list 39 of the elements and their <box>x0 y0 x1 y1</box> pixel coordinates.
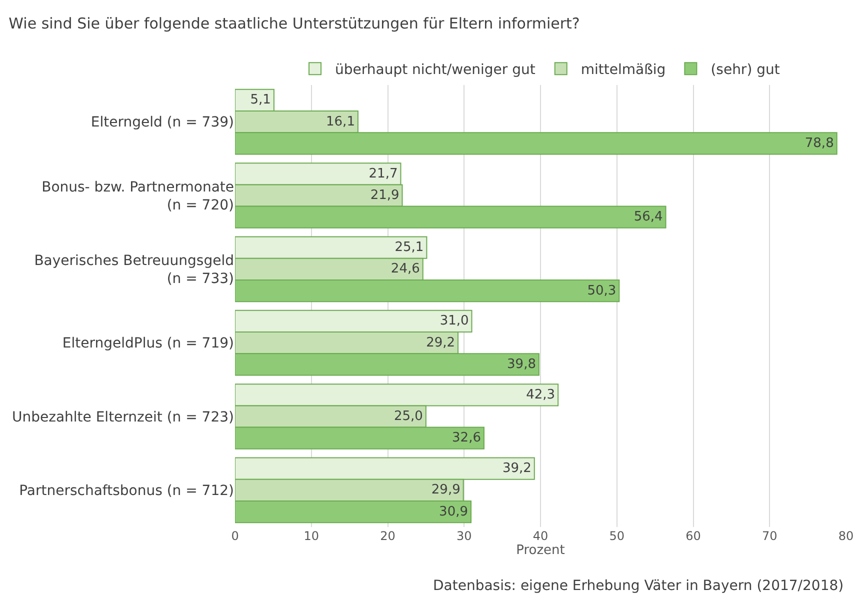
legend-label: mittelmäßig <box>580 62 666 78</box>
data-label: 50,3 <box>587 283 616 298</box>
x-tick-label: 40 <box>532 529 548 543</box>
y-tick-label: Elterngeld (n = 739) <box>90 114 234 131</box>
text: Datenbasis: eigene Erhebung Väter in Bayern (2017/2018) <box>433 578 844 594</box>
data-label: 32,6 <box>452 430 481 446</box>
x-axis-title: Prozent <box>516 543 565 558</box>
data-label: 78,8 <box>804 136 834 151</box>
x-tick-label: 30 <box>456 529 472 543</box>
data-label: 21,9 <box>370 188 400 203</box>
data-label: 29,2 <box>426 335 456 350</box>
data-label: 42,3 <box>526 387 556 402</box>
data-label: 56,4 <box>634 210 663 225</box>
data-label: 24,6 <box>390 262 420 277</box>
data-label: 29,9 <box>431 482 460 498</box>
data-label: 25,0 <box>394 409 423 424</box>
data-label: 39,2 <box>502 461 532 476</box>
y-tick-label: Bayerisches Betreuungsgeld (n = 733) <box>34 252 234 288</box>
legend-label: überhaupt nicht/weniger gut <box>335 62 536 78</box>
data-label: 21,7 <box>368 166 398 182</box>
x-tick-label: 70 <box>762 529 778 543</box>
data-label: 39,8 <box>507 356 536 372</box>
x-tick-label: 0 <box>231 529 239 543</box>
data-label: 5,1 <box>250 92 271 108</box>
data-label: 25,1 <box>394 240 424 256</box>
x-tick-label: 10 <box>304 529 320 543</box>
x-tick-label: 60 <box>686 529 701 543</box>
data-label: 16,1 <box>326 114 355 130</box>
data-label: 31,0 <box>440 314 469 329</box>
x-tick-label: 20 <box>380 529 396 543</box>
x-tick-label: 50 <box>609 529 625 543</box>
y-tick-label: Unbezahlte Elternzeit (n = 723) <box>12 409 234 426</box>
x-tick-label: 80 <box>838 529 854 543</box>
y-tick-label: ElterngeldPlus (n = 719) <box>62 336 234 352</box>
chart-title: Wie sind Sie über folgende staatliche Unterstützungen für Eltern informiert? <box>8 14 580 32</box>
y-tick-label: Bonus- bzw. Partnermonate (n = 720) <box>42 179 234 214</box>
legend-label: (sehr) gut <box>710 62 780 78</box>
data-label: 30,9 <box>439 504 468 520</box>
y-tick-label: Partnerschaftsbonus (n = 712) <box>19 483 234 500</box>
